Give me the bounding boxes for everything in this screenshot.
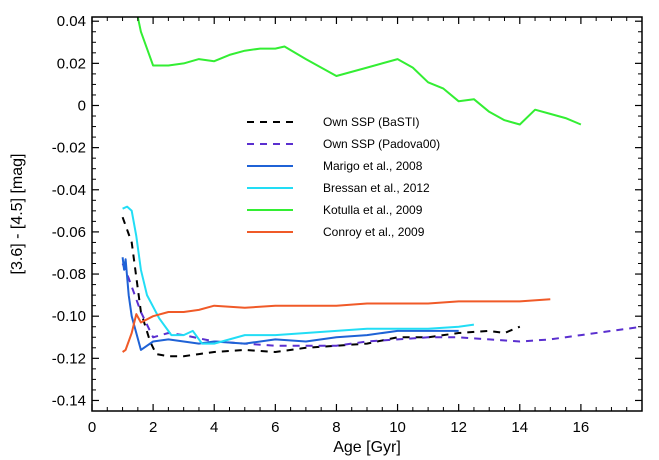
legend-label-5: Kotulla et al., 2009: [323, 203, 423, 217]
legend-label-3: Marigo et al., 2008: [323, 159, 423, 173]
y-axis-label: [3.6] - [4.5] [mag]: [9, 154, 26, 275]
series-line-2: [121, 263, 642, 347]
y-tick-label: -0.04: [52, 182, 86, 199]
y-tick-label: 0.02: [57, 55, 86, 72]
x-tick-label: 12: [450, 419, 467, 436]
series-line-5: [136, 17, 582, 126]
legend-label-2: Own SSP (Padova00): [323, 137, 440, 151]
legend-label-4: Bressan et al., 2012: [323, 181, 430, 195]
y-tick-label: 0.04: [57, 13, 86, 30]
x-tick-label: 8: [332, 419, 340, 436]
series-line-6: [122, 298, 551, 353]
x-tick-label: 14: [511, 419, 528, 436]
plot-frame: [91, 16, 643, 412]
x-tick-label: 4: [210, 419, 218, 436]
legend-label-6: Conroy et al., 2009: [323, 225, 425, 239]
y-tick-label: 0: [78, 97, 86, 114]
x-tick-label: 0: [88, 419, 96, 436]
series-layer: [121, 17, 642, 358]
y-tick-label: -0.14: [52, 392, 86, 409]
series-line-3: [121, 257, 459, 351]
y-tick-label: -0.06: [52, 224, 86, 241]
x-tick-label: 16: [573, 419, 590, 436]
series-line-4: [122, 205, 475, 345]
y-tick-label: -0.02: [52, 140, 86, 157]
y-tick-label: -0.12: [52, 350, 86, 367]
y-tick-label: -0.10: [52, 308, 86, 325]
x-axis-label: Age [Gyr]: [333, 439, 401, 456]
legend: Own SSP (BaSTI) Own SSP (Padova00) Marigo …: [247, 115, 440, 239]
x-tick-label: 2: [149, 419, 157, 436]
y-tick-label: -0.08: [52, 266, 86, 283]
legend-label-1: Own SSP (BaSTI): [323, 115, 419, 129]
x-tick-label: 10: [389, 419, 406, 436]
x-tick-label: 6: [271, 419, 279, 436]
